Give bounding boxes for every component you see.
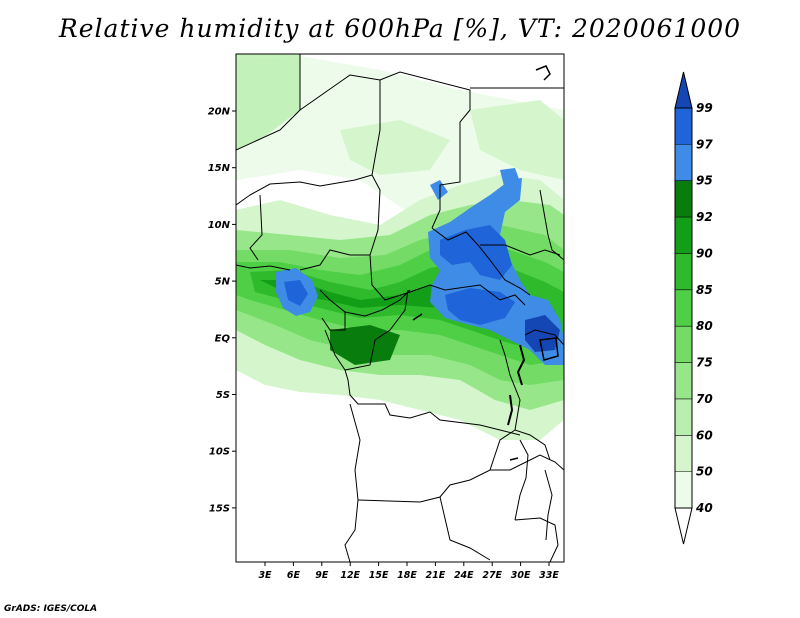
colorbar-upper-extension: [674, 71, 693, 109]
colorbar-label: 99: [696, 101, 713, 115]
lat-label: 5S: [216, 390, 230, 401]
colorbar-segment: [675, 435, 692, 472]
latitude-axis: 20N 15N 10N 5N EQ 5S 10S 15S: [208, 107, 236, 514]
lon-label: 27E: [482, 570, 502, 581]
lon-label: 3E: [258, 570, 272, 581]
lon-label: 9E: [315, 570, 329, 581]
colorbar-segment: [675, 144, 692, 181]
colorbar-segment: [675, 180, 692, 218]
colorbar-label: 50: [696, 465, 713, 479]
lon-label: 24E: [454, 570, 474, 581]
colorbar-label: 40: [695, 501, 713, 515]
colorbar-lower-extension: [674, 507, 693, 545]
lat-label: 15S: [209, 503, 230, 514]
colorbar-segment: [675, 398, 692, 436]
country-borders: [236, 54, 564, 562]
lon-label: 12E: [340, 570, 360, 581]
colorbar-segment: [675, 471, 692, 508]
colorbar-segment: [675, 326, 692, 363]
colorbar-segment: [675, 108, 692, 145]
colorbar-label: 80: [696, 319, 713, 333]
colorbar-segment: [675, 217, 692, 254]
lon-label: 18E: [397, 570, 417, 581]
lat-label: 10S: [209, 447, 230, 458]
colorbar-label: 90: [696, 246, 713, 260]
lat-label: 15N: [208, 163, 231, 174]
colorbar: 40 50 60 70 75 80 85 90 92 95 97 99: [674, 71, 713, 545]
colorbar-label: 97: [696, 137, 713, 151]
longitude-axis: 3E 6E 9E 12E 15E 18E 21E 24E 27E 30E 33E: [258, 562, 559, 581]
humidity-field: [236, 54, 564, 562]
grads-credit: GrADS: IGES/COLA: [4, 604, 98, 614]
lat-label: 10N: [208, 220, 231, 231]
lat-label: 5N: [215, 277, 231, 288]
colorbar-label: 75: [696, 356, 713, 370]
lat-label: 20N: [208, 107, 231, 118]
colorbar-label: 95: [696, 174, 713, 188]
colorbar-label: 70: [696, 392, 713, 406]
lon-label: 15E: [369, 570, 389, 581]
lon-label: 21E: [426, 570, 446, 581]
colorbar-label: 60: [696, 428, 713, 442]
lon-label: 6E: [287, 570, 301, 581]
chart-title: Relative humidity at 600hPa [%], VT: 202…: [58, 14, 742, 43]
colorbar-segment: [675, 253, 692, 290]
map-frame: [235, 53, 565, 563]
lat-label: EQ: [215, 333, 231, 344]
colorbar-label: 92: [696, 210, 713, 224]
colorbar-segment: [675, 289, 692, 327]
lon-label: 33E: [539, 570, 559, 581]
colorbar-segment: [675, 362, 692, 399]
lon-label: 30E: [511, 570, 531, 581]
colorbar-label: 85: [696, 283, 713, 297]
